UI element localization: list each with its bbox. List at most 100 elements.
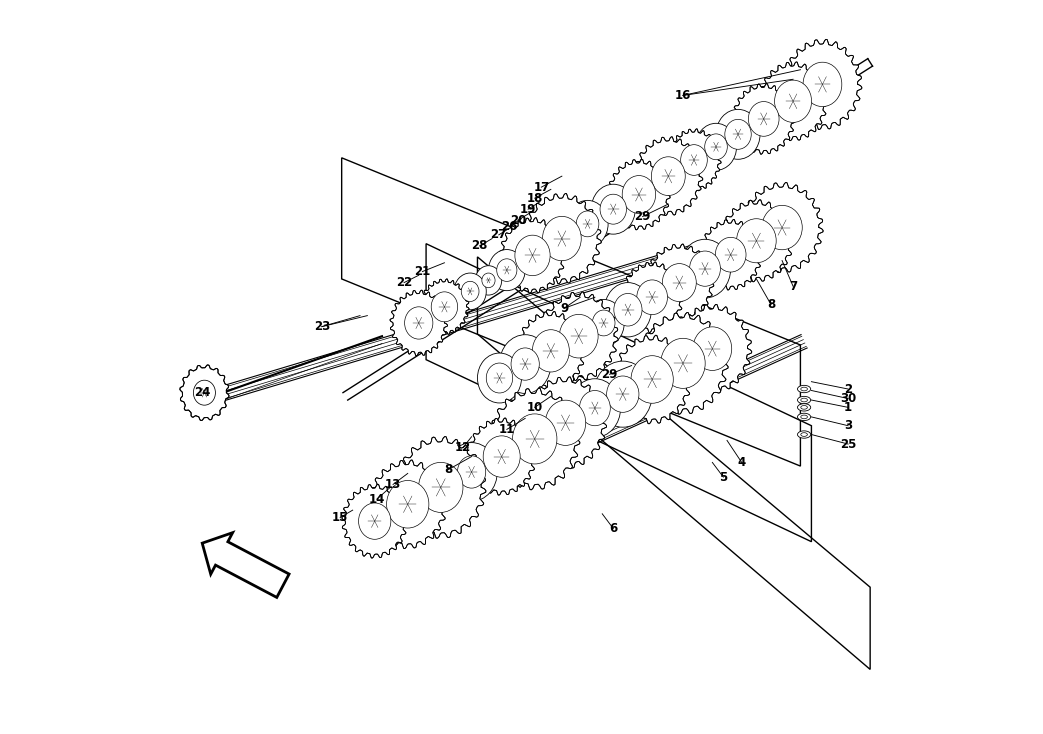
Text: 10: 10 — [527, 401, 542, 414]
Polygon shape — [732, 84, 795, 154]
Ellipse shape — [483, 436, 520, 477]
Ellipse shape — [567, 200, 608, 247]
Polygon shape — [666, 129, 721, 191]
Ellipse shape — [593, 361, 652, 427]
Polygon shape — [720, 200, 794, 282]
Polygon shape — [539, 292, 618, 380]
Polygon shape — [608, 159, 670, 230]
Ellipse shape — [545, 400, 586, 446]
Text: 14: 14 — [369, 493, 385, 506]
Ellipse shape — [458, 456, 486, 488]
Text: 7: 7 — [789, 280, 797, 293]
Ellipse shape — [500, 335, 551, 393]
Ellipse shape — [418, 462, 463, 512]
Polygon shape — [700, 219, 761, 290]
Polygon shape — [758, 62, 827, 141]
Ellipse shape — [559, 314, 598, 358]
Ellipse shape — [542, 217, 581, 261]
Ellipse shape — [696, 123, 736, 170]
Ellipse shape — [631, 356, 674, 403]
Ellipse shape — [583, 299, 625, 346]
Ellipse shape — [431, 292, 458, 321]
Ellipse shape — [607, 376, 639, 413]
Polygon shape — [342, 484, 408, 558]
Ellipse shape — [801, 399, 807, 402]
Polygon shape — [621, 262, 683, 333]
Ellipse shape — [801, 432, 807, 436]
Ellipse shape — [651, 157, 685, 195]
Ellipse shape — [405, 307, 433, 339]
Ellipse shape — [482, 273, 495, 288]
Ellipse shape — [761, 206, 802, 250]
Polygon shape — [613, 335, 692, 424]
Text: 15: 15 — [332, 511, 348, 524]
Ellipse shape — [496, 259, 517, 281]
Polygon shape — [467, 418, 536, 495]
Ellipse shape — [775, 80, 811, 123]
Text: 24: 24 — [194, 386, 211, 399]
Ellipse shape — [637, 280, 668, 315]
Text: 1: 1 — [844, 401, 852, 414]
Ellipse shape — [623, 175, 656, 214]
Text: 3: 3 — [844, 419, 852, 432]
Text: 8: 8 — [444, 463, 453, 476]
Polygon shape — [368, 460, 447, 548]
Text: 23: 23 — [314, 320, 330, 333]
Polygon shape — [673, 305, 752, 393]
Text: 25: 25 — [840, 437, 856, 451]
Ellipse shape — [488, 250, 526, 291]
Ellipse shape — [569, 379, 621, 437]
Text: 11: 11 — [499, 423, 515, 436]
Text: 19: 19 — [519, 203, 536, 216]
Text: 21: 21 — [414, 265, 431, 278]
Ellipse shape — [798, 431, 810, 438]
Ellipse shape — [801, 406, 807, 410]
Text: 2: 2 — [844, 382, 852, 396]
Ellipse shape — [532, 330, 569, 372]
Ellipse shape — [591, 184, 635, 234]
Ellipse shape — [614, 294, 642, 326]
Ellipse shape — [798, 385, 810, 393]
Polygon shape — [420, 279, 469, 335]
Text: 6: 6 — [609, 522, 617, 535]
Ellipse shape — [511, 348, 539, 380]
Text: 8: 8 — [767, 298, 775, 311]
Polygon shape — [525, 377, 607, 469]
Text: 18: 18 — [527, 192, 543, 205]
Polygon shape — [390, 290, 447, 356]
Polygon shape — [523, 194, 601, 283]
Text: 30: 30 — [840, 392, 856, 405]
Ellipse shape — [512, 414, 557, 464]
Polygon shape — [742, 183, 823, 272]
Text: 29: 29 — [634, 210, 651, 223]
Ellipse shape — [681, 145, 707, 175]
Polygon shape — [645, 244, 713, 321]
Ellipse shape — [580, 390, 610, 426]
Polygon shape — [489, 388, 580, 490]
Text: 9: 9 — [560, 302, 568, 315]
Ellipse shape — [662, 264, 697, 302]
Ellipse shape — [715, 237, 746, 272]
Ellipse shape — [736, 219, 776, 263]
Text: 12: 12 — [455, 441, 470, 454]
Ellipse shape — [605, 283, 652, 337]
Ellipse shape — [461, 281, 479, 302]
Ellipse shape — [387, 481, 429, 528]
Ellipse shape — [486, 363, 513, 393]
Text: 22: 22 — [396, 276, 412, 289]
Text: 20: 20 — [510, 214, 526, 227]
Ellipse shape — [193, 380, 216, 405]
Ellipse shape — [446, 443, 498, 501]
Ellipse shape — [798, 404, 810, 411]
Polygon shape — [783, 40, 862, 129]
Ellipse shape — [476, 266, 502, 295]
Polygon shape — [202, 533, 289, 597]
Ellipse shape — [478, 353, 522, 403]
Ellipse shape — [798, 396, 810, 404]
Ellipse shape — [359, 503, 391, 539]
Ellipse shape — [679, 239, 731, 298]
Ellipse shape — [592, 310, 615, 336]
Ellipse shape — [801, 388, 807, 390]
Ellipse shape — [454, 273, 486, 310]
Text: 17: 17 — [533, 181, 550, 194]
